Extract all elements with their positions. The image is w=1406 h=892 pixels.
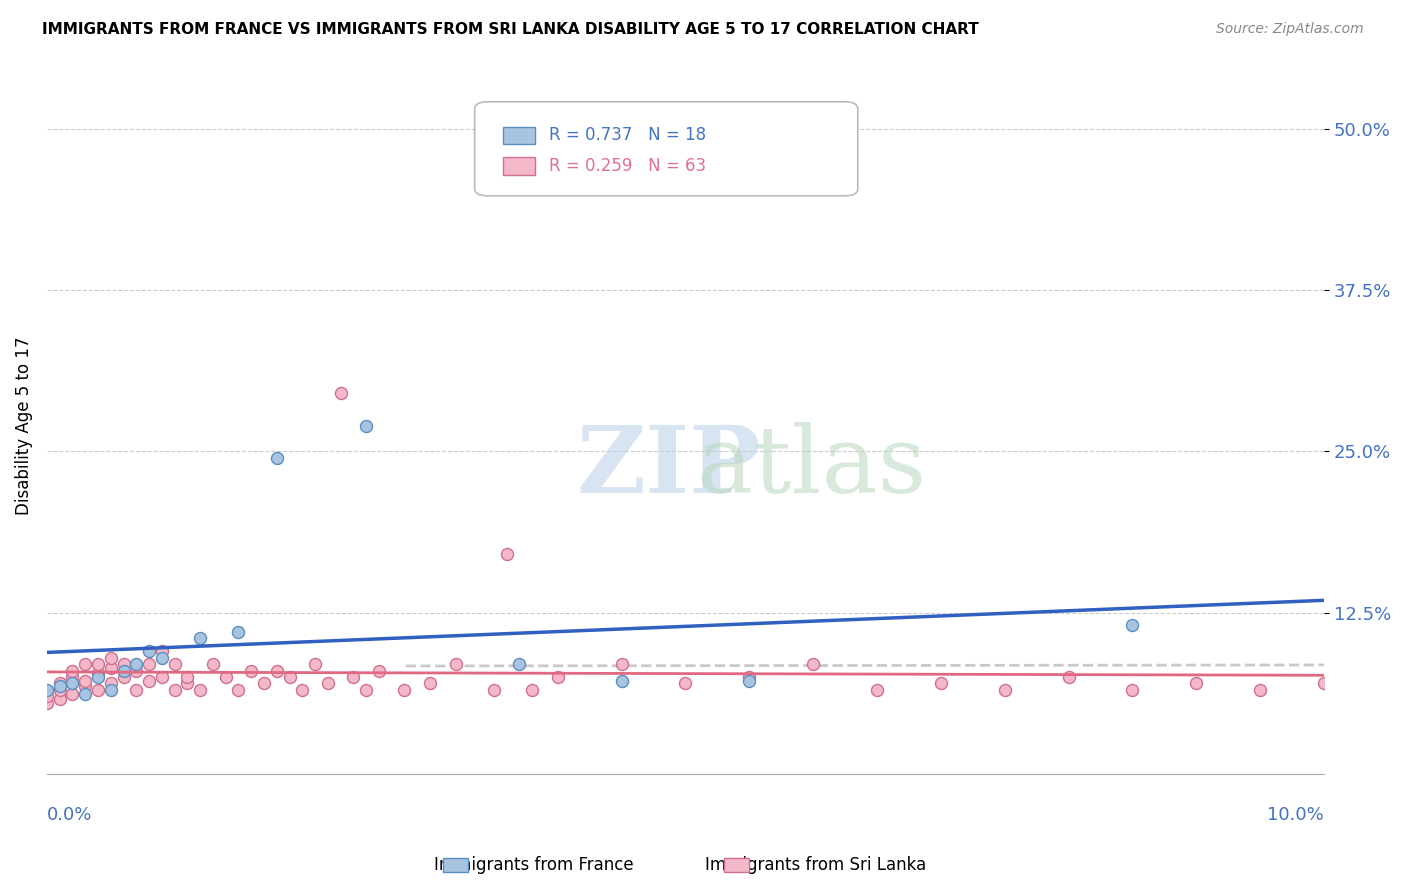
Point: [419, 676, 441, 690]
Point: [75, 657, 97, 671]
Point: [240, 664, 263, 678]
Text: atlas: atlas: [576, 422, 927, 512]
Text: R = 0.259   N = 63: R = 0.259 N = 63: [548, 157, 706, 175]
Point: [929, 676, 952, 690]
Point: [482, 682, 505, 697]
Text: 0.0%: 0.0%: [46, 805, 93, 824]
Point: [75, 673, 97, 688]
Point: [125, 664, 148, 678]
Point: [150, 650, 173, 665]
Point: [801, 657, 824, 671]
Point: [994, 682, 1017, 697]
Point: [62, 664, 84, 678]
Point: [87, 657, 110, 671]
Point: [444, 657, 467, 671]
Point: [738, 673, 761, 688]
Point: [48, 679, 70, 693]
Point: [48, 692, 70, 706]
Point: [35, 696, 58, 710]
Point: [316, 676, 339, 690]
Point: [150, 670, 173, 684]
Point: [278, 670, 301, 684]
Text: Source: ZipAtlas.com: Source: ZipAtlas.com: [1216, 22, 1364, 37]
Point: [266, 664, 288, 678]
Point: [1121, 682, 1143, 697]
Point: [610, 673, 633, 688]
Point: [35, 682, 58, 697]
Point: [75, 679, 97, 693]
Point: [125, 682, 148, 697]
Point: [176, 676, 198, 690]
Point: [48, 682, 70, 697]
Point: [75, 687, 97, 701]
Point: [291, 682, 314, 697]
Point: [201, 657, 224, 671]
Point: [266, 450, 288, 465]
Point: [125, 657, 148, 671]
Point: [866, 682, 889, 697]
Point: [1313, 676, 1336, 690]
Point: [228, 624, 250, 639]
Point: [1249, 682, 1271, 697]
Point: [508, 657, 530, 671]
Point: [138, 657, 160, 671]
Point: [188, 682, 211, 697]
Point: [163, 657, 186, 671]
Point: [100, 661, 122, 675]
Point: [673, 676, 696, 690]
Y-axis label: Disability Age 5 to 17: Disability Age 5 to 17: [15, 336, 32, 515]
Text: Immigrants from France: Immigrants from France: [434, 856, 634, 874]
Point: [367, 664, 389, 678]
Point: [87, 666, 110, 681]
Point: [394, 682, 416, 697]
Point: [253, 676, 276, 690]
Point: [48, 676, 70, 690]
Point: [495, 548, 517, 562]
Point: [176, 670, 198, 684]
Point: [138, 644, 160, 658]
Point: [520, 682, 543, 697]
Text: ZIP: ZIP: [576, 422, 761, 512]
Point: [62, 676, 84, 690]
Point: [610, 657, 633, 671]
Point: [100, 650, 122, 665]
Point: [738, 670, 761, 684]
Point: [100, 676, 122, 690]
Text: 10.0%: 10.0%: [1267, 805, 1324, 824]
Point: [150, 644, 173, 658]
Point: [1121, 618, 1143, 632]
FancyBboxPatch shape: [503, 127, 534, 144]
Point: [1185, 676, 1208, 690]
Point: [62, 687, 84, 701]
Point: [354, 682, 377, 697]
Point: [188, 632, 211, 646]
Text: R = 0.737   N = 18: R = 0.737 N = 18: [548, 127, 706, 145]
Point: [354, 418, 377, 433]
Point: [112, 664, 135, 678]
Point: [329, 386, 352, 401]
Point: [228, 682, 250, 697]
Text: Immigrants from Sri Lanka: Immigrants from Sri Lanka: [704, 856, 927, 874]
Point: [87, 682, 110, 697]
Point: [87, 670, 110, 684]
Point: [342, 670, 364, 684]
Point: [112, 670, 135, 684]
Point: [35, 690, 58, 704]
Point: [1057, 670, 1080, 684]
Point: [304, 657, 326, 671]
Point: [112, 657, 135, 671]
Point: [100, 682, 122, 697]
Point: [163, 682, 186, 697]
Point: [547, 670, 569, 684]
Point: [62, 670, 84, 684]
Point: [138, 673, 160, 688]
Text: IMMIGRANTS FROM FRANCE VS IMMIGRANTS FROM SRI LANKA DISABILITY AGE 5 TO 17 CORRE: IMMIGRANTS FROM FRANCE VS IMMIGRANTS FRO…: [42, 22, 979, 37]
FancyBboxPatch shape: [503, 157, 534, 175]
Point: [215, 670, 238, 684]
FancyBboxPatch shape: [475, 102, 858, 196]
